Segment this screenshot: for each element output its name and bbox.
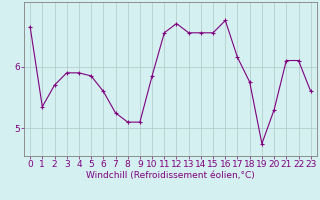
X-axis label: Windchill (Refroidissement éolien,°C): Windchill (Refroidissement éolien,°C) [86,171,255,180]
